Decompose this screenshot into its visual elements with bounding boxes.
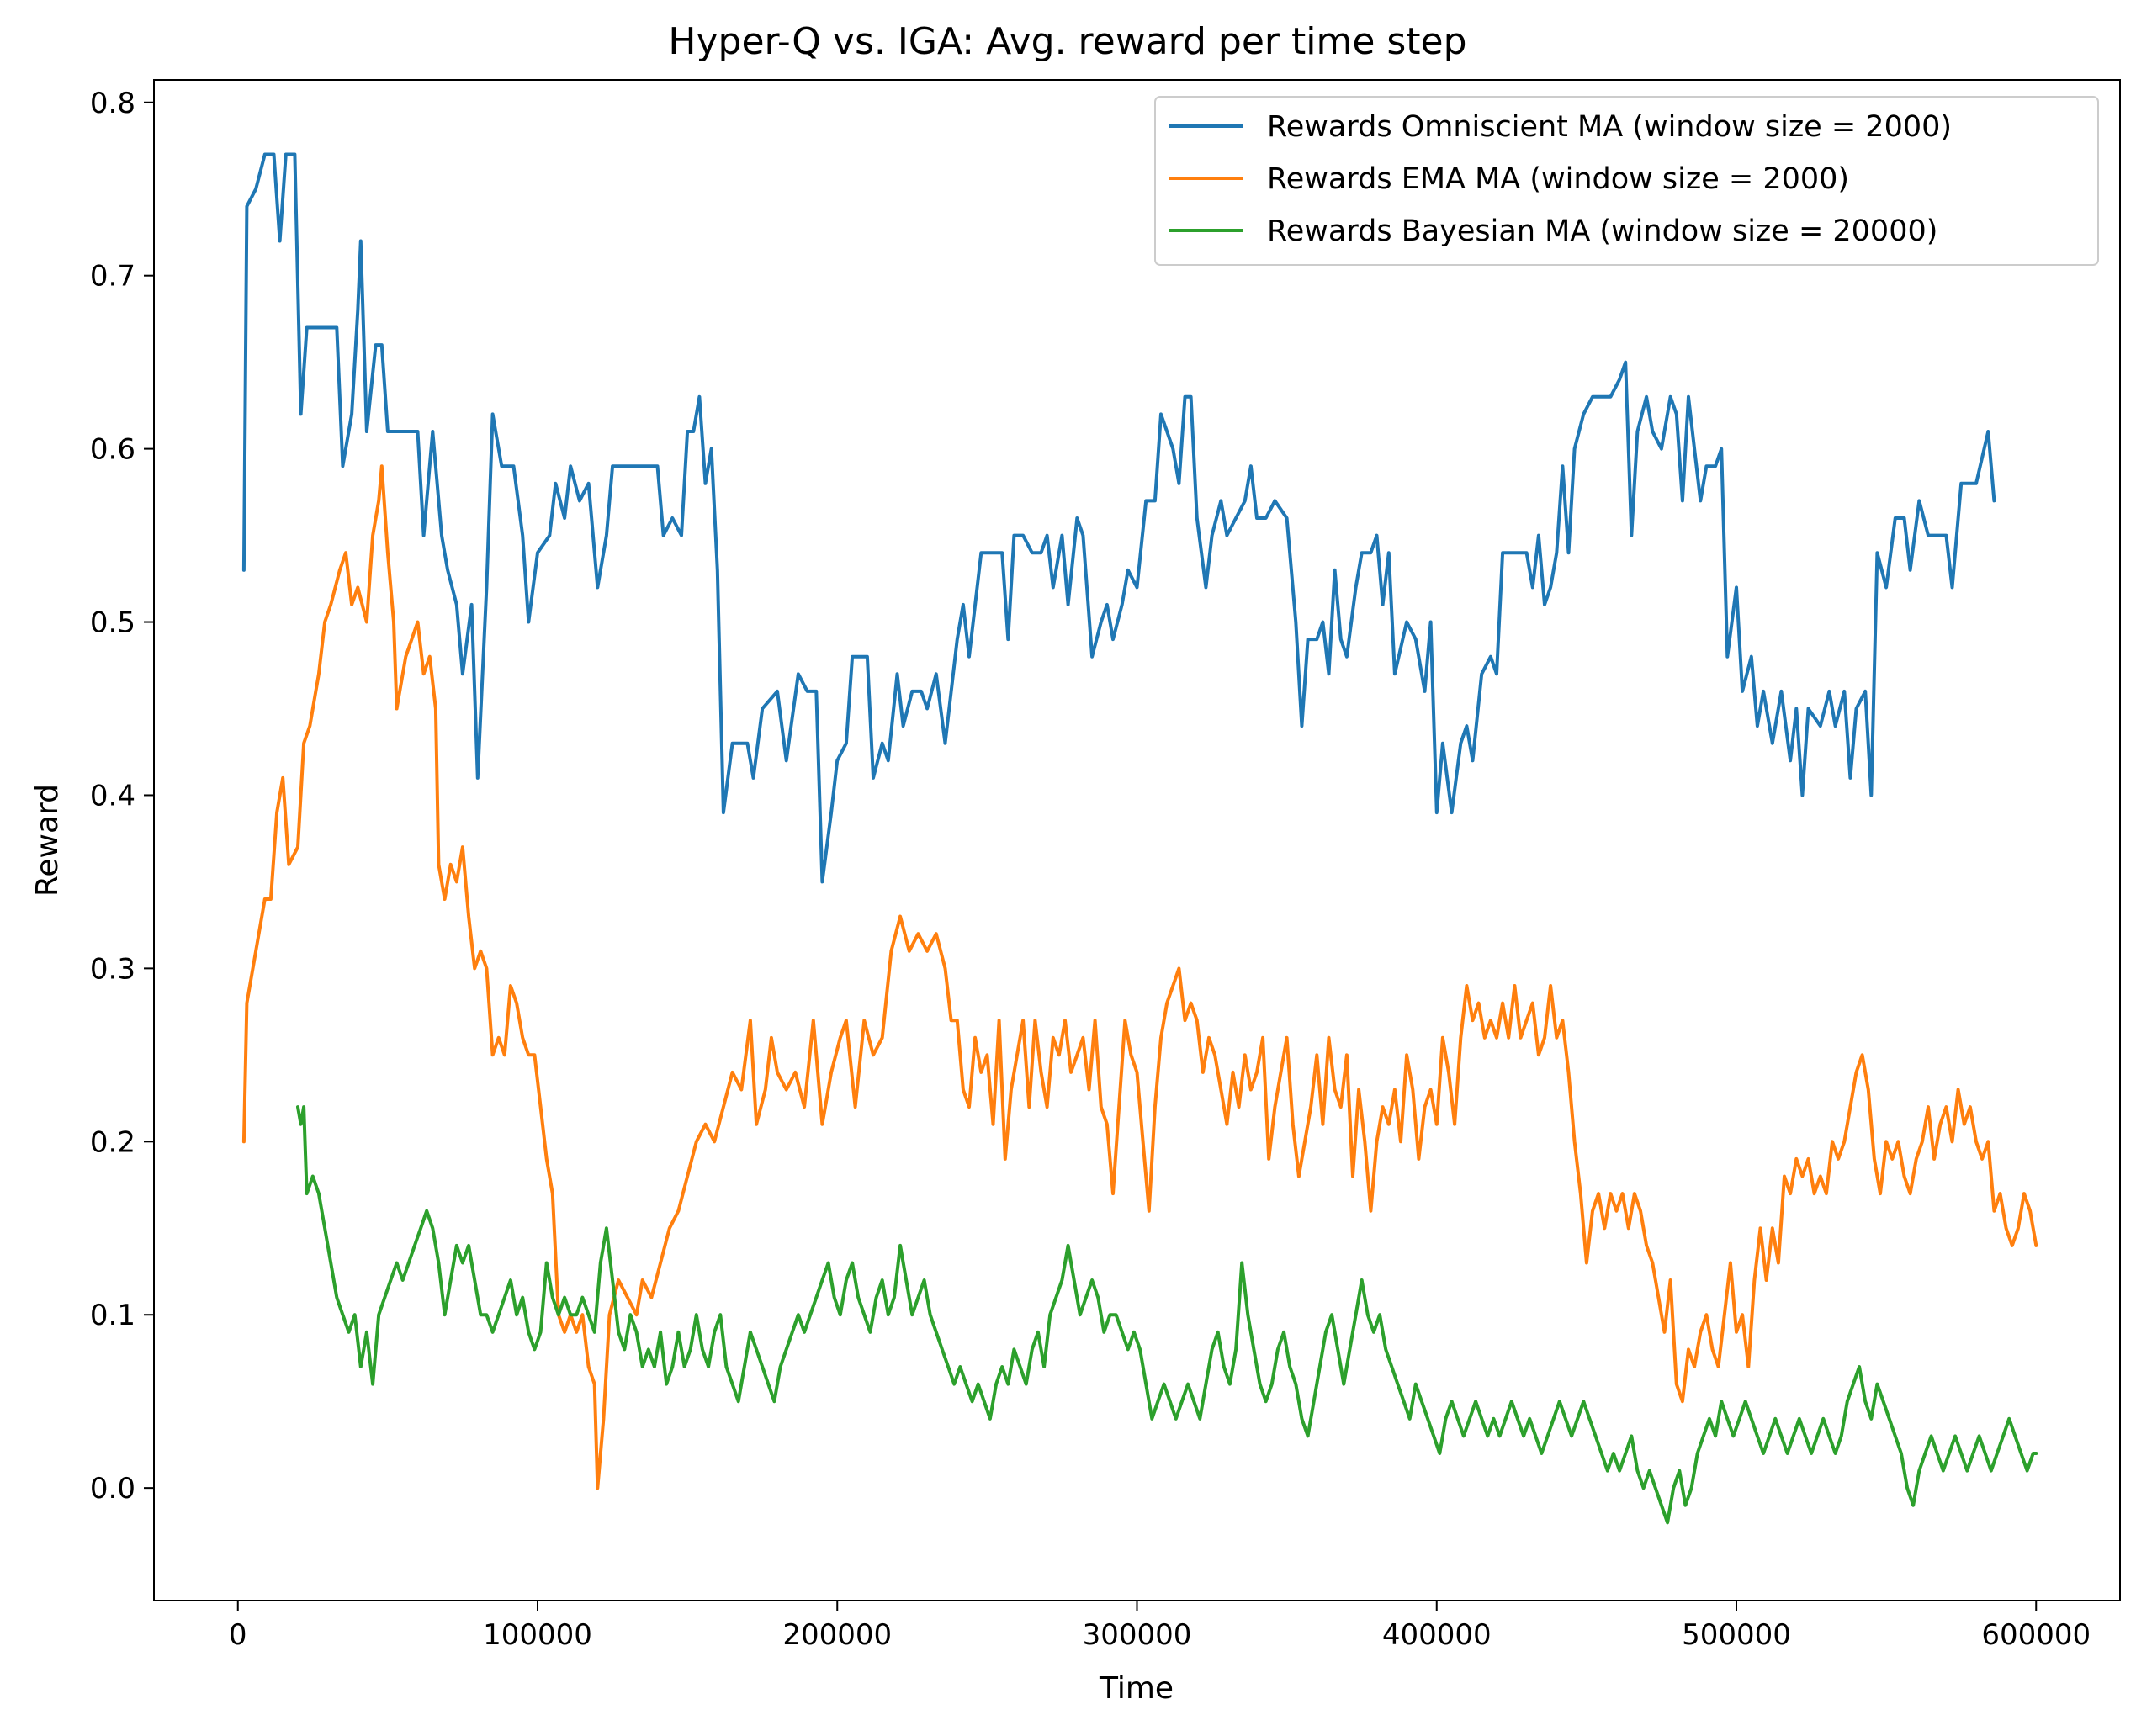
series-line-bayesian [296,1105,2038,1525]
y-tick-label: 0.5 [90,606,135,640]
y-axis-label: Reward [30,784,65,897]
y-axis-ticks: 0.0 0.1 0.2 0.3 0.4 0.5 0.6 0.7 0.8 [90,87,154,1506]
series-line-omniscient [241,152,1996,884]
plot-frame [153,79,2121,1601]
y-tick-label: 0.2 [90,1125,135,1159]
series-layer [241,152,2038,1525]
x-tick-label: 400000 [1382,1618,1492,1652]
legend-label-omniscient: Rewards Omniscient MA (window size = 200… [1267,110,1952,144]
y-tick-label: 0.0 [90,1472,135,1506]
y-tick-label: 0.1 [90,1299,135,1332]
x-tick-label: 300000 [1083,1618,1192,1652]
chart-title: Hyper-Q vs. IGA: Avg. reward per time st… [668,20,1466,63]
series-line-ema [241,464,2038,1490]
x-axis-label: Time [1099,1671,1174,1706]
legend-box [1154,96,2099,266]
legend-label-bayesian: Rewards Bayesian MA (window size = 20000… [1267,214,1937,248]
y-tick-label: 0.8 [90,87,135,120]
plot-area [154,80,2120,1601]
x-tick-label: 0 [229,1618,247,1652]
legend-label-ema: Rewards EMA MA (window size = 2000) [1267,162,1849,196]
x-tick-label: 500000 [1682,1618,1791,1652]
x-tick-label: 100000 [483,1618,592,1652]
y-tick-label: 0.3 [90,952,135,986]
x-tick-label: 600000 [1981,1618,2091,1652]
x-tick-label: 200000 [782,1618,892,1652]
legend: Rewards Omniscient MA (window size = 200… [1154,96,2099,266]
x-axis-ticks: 0 100000 200000 300000 400000 500000 600000 [229,1601,2091,1652]
y-tick-label: 0.6 [90,433,135,467]
y-tick-label: 0.4 [90,779,135,812]
y-tick-label: 0.7 [90,260,135,294]
